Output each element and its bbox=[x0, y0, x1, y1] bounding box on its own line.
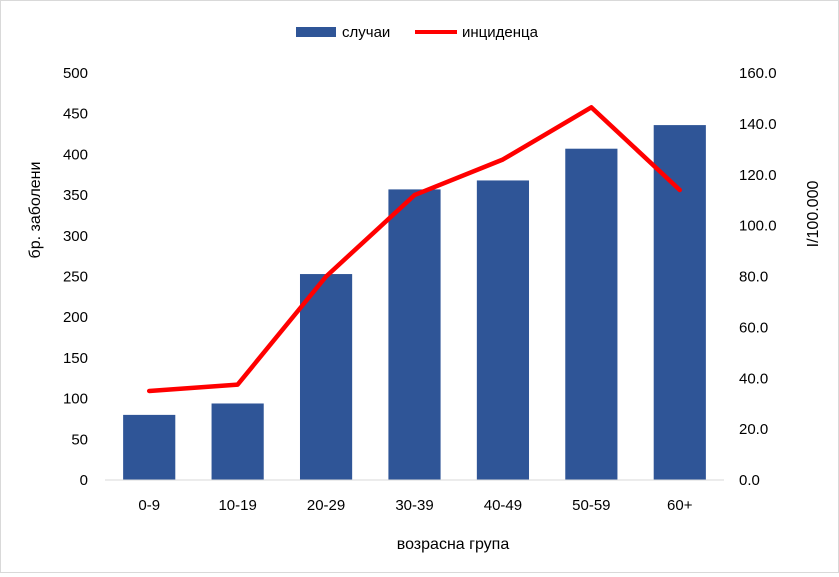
category-label: 10-19 bbox=[218, 497, 256, 514]
right-tick-label: 120.0 bbox=[739, 167, 777, 184]
bar-20-29 bbox=[299, 274, 353, 480]
right-tick-label: 100.0 bbox=[739, 218, 777, 235]
left-tick-label: 400 bbox=[63, 146, 88, 163]
category-label: 40-49 bbox=[484, 497, 522, 514]
bar-30-39 bbox=[388, 189, 441, 481]
right-tick-label: 20.0 bbox=[739, 421, 768, 438]
category-label: 0-9 bbox=[138, 497, 160, 514]
left-tick-label: 450 bbox=[63, 106, 88, 123]
legend: случаи инциденца bbox=[296, 24, 539, 41]
left-tick-label: 50 bbox=[71, 431, 88, 448]
bar-0-9 bbox=[123, 414, 176, 480]
left-axis-ticks: 0 50 100 150 200 250 300 350 400 450 500 bbox=[63, 65, 88, 489]
bar-50-59 bbox=[565, 148, 618, 480]
category-label: 60+ bbox=[667, 497, 693, 514]
bar-40-49 bbox=[476, 180, 530, 480]
legend-label-incidence: инциденца bbox=[462, 24, 539, 41]
right-axis-ticks: 0.0 20.0 40.0 60.0 80.0 100.0 120.0 140.0 160.0 bbox=[739, 65, 777, 489]
bar-10-19 bbox=[211, 403, 264, 480]
left-tick-label: 150 bbox=[63, 350, 88, 367]
right-tick-label: 80.0 bbox=[739, 269, 768, 286]
left-tick-label: 350 bbox=[63, 187, 88, 204]
right-tick-label: 160.0 bbox=[739, 65, 777, 82]
legend-label-cases: случаи bbox=[342, 24, 390, 41]
category-label: 50-59 bbox=[572, 497, 610, 514]
y-axis-title: бр. заболени bbox=[27, 162, 44, 259]
category-labels: 0-9 10-19 20-29 30-39 40-49 50-59 60+ bbox=[138, 497, 692, 514]
left-tick-label: 300 bbox=[63, 228, 88, 245]
y2-axis-title: I/100.000 bbox=[805, 181, 822, 248]
left-tick-label: 100 bbox=[63, 391, 88, 408]
right-tick-label: 140.0 bbox=[739, 116, 777, 133]
right-tick-label: 60.0 bbox=[739, 319, 768, 336]
incidence-line bbox=[146, 105, 683, 394]
category-label: 30-39 bbox=[395, 497, 433, 514]
left-tick-label: 0 bbox=[80, 472, 88, 489]
category-label: 20-29 bbox=[307, 497, 345, 514]
right-tick-label: 0.0 bbox=[739, 472, 760, 489]
legend-bar-swatch bbox=[296, 27, 336, 37]
left-tick-label: 200 bbox=[63, 309, 88, 326]
bar-series bbox=[123, 125, 706, 481]
line-series bbox=[146, 105, 683, 394]
bar-60+ bbox=[653, 125, 706, 480]
left-tick-label: 500 bbox=[63, 65, 88, 82]
left-tick-label: 250 bbox=[63, 269, 88, 286]
right-tick-label: 40.0 bbox=[739, 370, 768, 387]
x-axis-title: возрасна група bbox=[397, 536, 510, 553]
